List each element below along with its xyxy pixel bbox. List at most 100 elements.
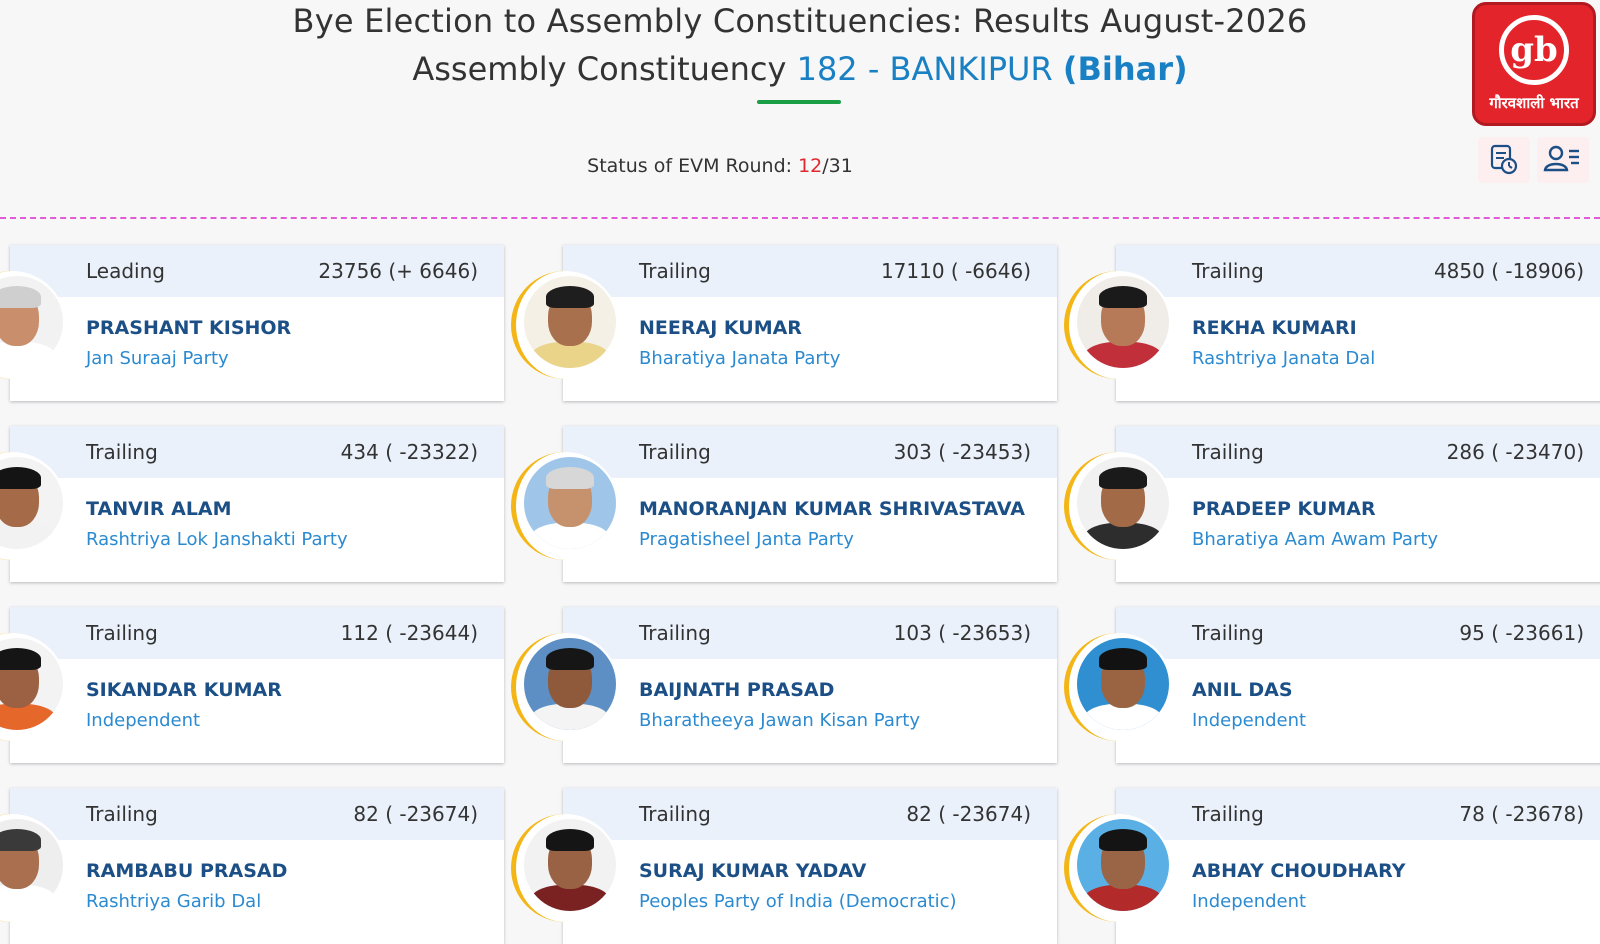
result-status: Trailing	[86, 802, 158, 826]
photo-body	[1083, 523, 1163, 549]
vote-count-margin: 286 ( -23470)	[1446, 440, 1584, 464]
vote-count-margin: 23756 (+ 6646)	[318, 259, 478, 283]
candidate-photo	[1077, 638, 1169, 730]
candidate-photo	[1077, 819, 1169, 911]
photo-hair	[1099, 648, 1147, 670]
candidate-card[interactable]: Leading 23756 (+ 6646) PRASHANT KISHOR Jan …	[0, 245, 504, 401]
party-name: Bharatiya Janata Party	[639, 348, 841, 369]
candidate-card[interactable]: Trailing 4850 ( -18906) REKHA KUMARI Rashtr…	[1064, 245, 1600, 401]
vote-count-margin: 17110 ( -6646)	[880, 259, 1031, 283]
card-header: Trailing 4850 ( -18906)	[1116, 245, 1600, 297]
candidate-list-icon	[1543, 145, 1579, 172]
page-header: Bye Election to Assembly Constituencies:…	[0, 0, 1600, 225]
photo-body	[1083, 704, 1163, 730]
card-header: Leading 23756 (+ 6646)	[10, 245, 504, 297]
card-header: Trailing 78 ( -23678)	[1116, 788, 1600, 840]
candidate-card[interactable]: Trailing 303 ( -23453) MANORANJAN KUMAR SH…	[511, 426, 1057, 582]
result-status: Trailing	[1192, 621, 1264, 645]
photo-hair	[546, 829, 594, 851]
party-name: Rashtriya Janata Dal	[1192, 348, 1376, 369]
round-details-icon	[1490, 144, 1518, 175]
photo-body	[0, 342, 57, 368]
party-name: Bharatheeya Jawan Kisan Party	[639, 710, 920, 731]
evm-round-status: Status of EVM Round: 12/31	[0, 155, 1440, 177]
party-name: Independent	[86, 710, 201, 731]
vote-count-margin: 78 ( -23678)	[1459, 802, 1584, 826]
candidate-name: NEERAJ KUMAR	[639, 317, 802, 339]
page-title: Bye Election to Assembly Constituencies:…	[292, 2, 1308, 40]
candidate-name: TANVIR ALAM	[86, 498, 232, 520]
candidate-name: MANORANJAN KUMAR SHRIVASTAVA	[639, 498, 1025, 520]
constituency-label: Assembly Constituency	[412, 50, 787, 88]
card-header: Trailing 112 ( -23644)	[10, 607, 504, 659]
photo-hair	[0, 467, 41, 489]
party-name: Rashtriya Lok Janshakti Party	[86, 529, 348, 550]
candidate-photo-frame	[1064, 633, 1172, 741]
result-status: Trailing	[639, 802, 711, 826]
card-header: Trailing 17110 ( -6646)	[563, 245, 1057, 297]
card-header: Trailing 286 ( -23470)	[1116, 426, 1600, 478]
candidate-name: REKHA KUMARI	[1192, 317, 1357, 339]
round-details-button[interactable]	[1478, 137, 1530, 183]
candidate-results-grid: Leading 23756 (+ 6646) PRASHANT KISHOR Jan …	[0, 245, 1600, 944]
constituency-title: Assembly Constituency 182 - BANKIPUR (Bi…	[0, 50, 1600, 88]
vote-count-margin: 82 ( -23674)	[906, 802, 1031, 826]
card-header: Trailing 82 ( -23674)	[10, 788, 504, 840]
candidate-photo	[524, 276, 616, 368]
candidate-name: SURAJ KUMAR YADAV	[639, 860, 867, 882]
photo-hair	[1099, 467, 1147, 489]
card-header: Trailing 82 ( -23674)	[563, 788, 1057, 840]
photo-hair	[1099, 286, 1147, 308]
candidate-photo-frame	[511, 271, 619, 379]
candidate-card[interactable]: Trailing 112 ( -23644) SIKANDAR KUMAR Indep…	[0, 607, 504, 763]
candidate-photo-frame	[1064, 271, 1172, 379]
photo-body	[530, 704, 610, 730]
constituency-state: (Bihar)	[1062, 50, 1188, 88]
party-name: Independent	[1192, 710, 1307, 731]
party-name: Rashtriya Garib Dal	[86, 891, 262, 912]
photo-body	[0, 704, 57, 730]
candidate-card[interactable]: Trailing 82 ( -23674) SURAJ KUMAR YADAV Peo…	[511, 788, 1057, 944]
vote-count-margin: 303 ( -23453)	[893, 440, 1031, 464]
candidate-card[interactable]: Trailing 95 ( -23661) ANIL DAS Independent	[1064, 607, 1600, 763]
candidate-card[interactable]: Trailing 17110 ( -6646) NEERAJ KUMAR Bharat…	[511, 245, 1057, 401]
candidate-card[interactable]: Trailing 103 ( -23653) BAIJNATH PRASAD Bhar…	[511, 607, 1057, 763]
candidate-photo	[0, 457, 63, 549]
vote-count-margin: 4850 ( -18906)	[1433, 259, 1584, 283]
candidate-photo	[0, 638, 63, 730]
section-divider	[0, 217, 1600, 219]
candidate-list-button[interactable]	[1537, 137, 1589, 183]
photo-hair	[546, 648, 594, 670]
candidate-photo	[524, 819, 616, 911]
party-name: Pragatisheel Janta Party	[639, 529, 854, 550]
candidate-name: SIKANDAR KUMAR	[86, 679, 282, 701]
party-name: Peoples Party of India (Democratic)	[639, 891, 957, 912]
vote-count-margin: 103 ( -23653)	[893, 621, 1031, 645]
result-status: Trailing	[1192, 440, 1264, 464]
candidate-photo	[1077, 457, 1169, 549]
vote-count-margin: 82 ( -23674)	[353, 802, 478, 826]
candidate-photo-frame	[511, 814, 619, 922]
candidate-card[interactable]: Trailing 82 ( -23674) RAMBABU PRASAD Rashtr…	[0, 788, 504, 944]
candidate-photo	[0, 276, 63, 368]
party-name: Independent	[1192, 891, 1307, 912]
candidate-photo	[0, 819, 63, 911]
evm-round-current: 12	[798, 155, 823, 177]
photo-hair	[0, 648, 41, 670]
party-name: Jan Suraaj Party	[86, 348, 229, 369]
result-status: Trailing	[86, 440, 158, 464]
vote-count-margin: 112 ( -23644)	[340, 621, 478, 645]
candidate-photo-frame	[511, 633, 619, 741]
candidate-name: BAIJNATH PRASAD	[639, 679, 835, 701]
gauravshali-bharat-logo[interactable]: gb गौरवशाली भारत	[1472, 2, 1596, 126]
candidate-photo-frame	[1064, 452, 1172, 560]
evm-round-label: Status of EVM Round:	[587, 155, 793, 177]
card-header: Trailing 434 ( -23322)	[10, 426, 504, 478]
candidate-name: RAMBABU PRASAD	[86, 860, 288, 882]
result-status: Trailing	[639, 440, 711, 464]
candidate-card[interactable]: Trailing 78 ( -23678) ABHAY CHOUDHARY Indep…	[1064, 788, 1600, 944]
candidate-card[interactable]: Trailing 434 ( -23322) TANVIR ALAM Rashtriy…	[0, 426, 504, 582]
candidate-photo	[524, 457, 616, 549]
candidate-name: ANIL DAS	[1192, 679, 1293, 701]
candidate-card[interactable]: Trailing 286 ( -23470) PRADEEP KUMAR Bharat…	[1064, 426, 1600, 582]
